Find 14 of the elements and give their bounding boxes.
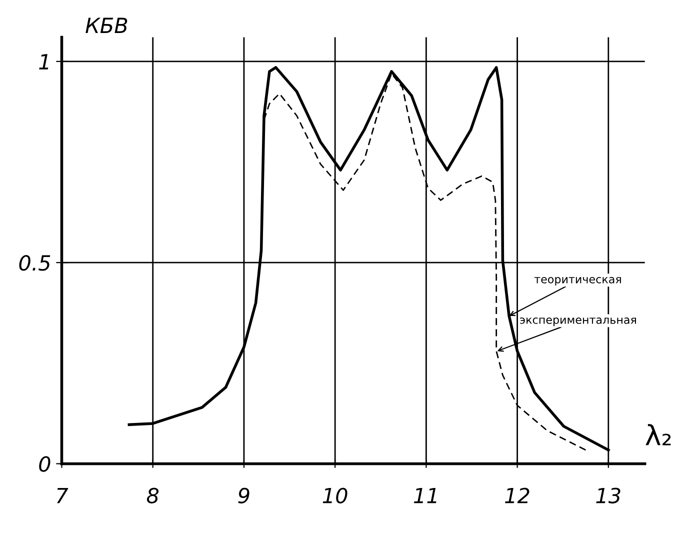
- x-tick-label: 7: [57, 488, 68, 504]
- annotation: теоритическая: [534, 276, 621, 286]
- annotation: экспериментальная: [520, 318, 636, 326]
- x-tick-label: 8: [146, 488, 159, 504]
- x-tick-label: 11: [414, 488, 436, 504]
- y-tick-label: 0.5: [19, 255, 50, 271]
- x-tick-label: 10: [322, 488, 348, 504]
- y-axis-title: КБВ: [86, 18, 128, 33]
- x-tick-label: 12: [505, 488, 530, 504]
- y-tick-label: 0: [39, 456, 50, 472]
- x-tick-label: 9: [238, 488, 250, 504]
- y-tick-label: 1: [39, 54, 48, 70]
- x-axis-title: λ₂: [646, 424, 671, 446]
- x-tick-label: 13: [596, 488, 620, 504]
